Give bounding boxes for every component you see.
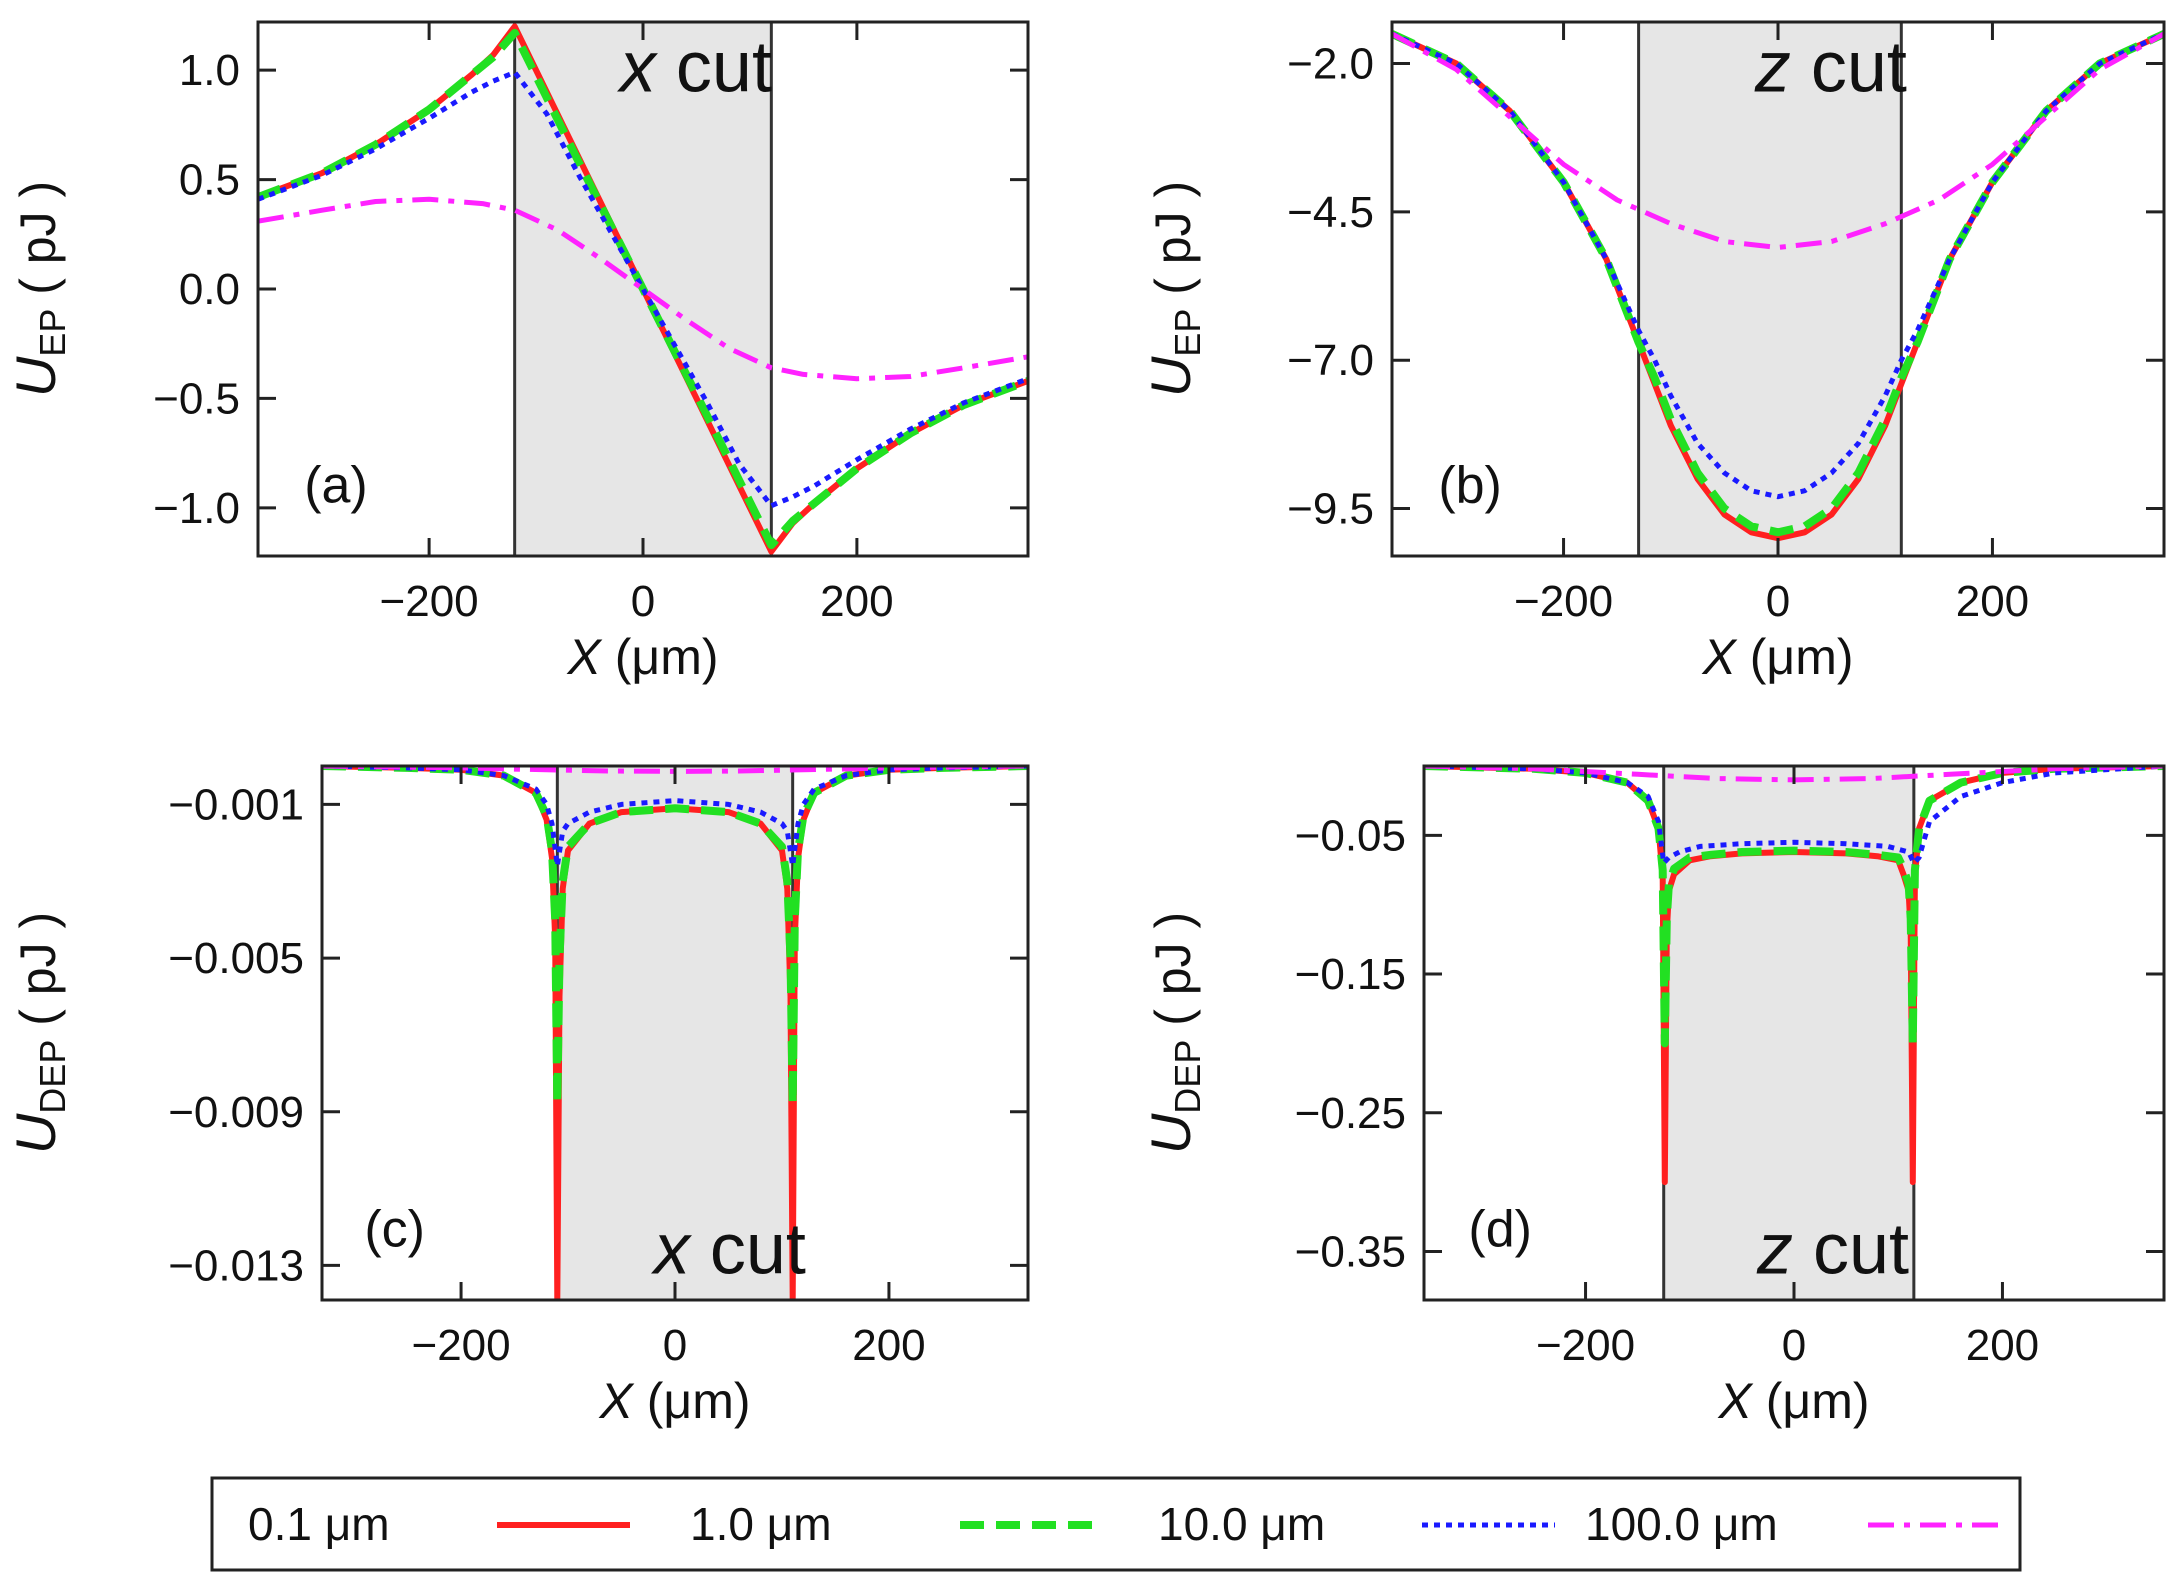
series-line-2: [322, 766, 1028, 869]
x-tick-label: 200: [852, 1321, 925, 1370]
series-line-3: [258, 196, 1028, 382]
x-tick-label: 0: [631, 577, 655, 626]
x-tick-label: 200: [820, 577, 893, 626]
legend-label-2: 10.0 μm: [1158, 1498, 1325, 1550]
region-annotation: x cut: [651, 1209, 806, 1289]
panel-c-chart: −200 0 200 −0.001 −0.005 −0.009 −0.013 X (μm) UD…: [4, 764, 1030, 1429]
panel-b-chart: −200 0 200 −2.0 −4.5 −7.0 −9.5 X (μm) UEP ( pJ )…: [1139, 20, 2166, 685]
x-tick-label: 200: [1956, 577, 2029, 626]
x-tick-label: −200: [1514, 577, 1613, 626]
region-annotation: z cut: [1754, 27, 1907, 107]
y-axis-label: UDEP ( pJ ): [4, 912, 73, 1154]
legend-label-1: 1.0 μm: [690, 1498, 832, 1550]
y-tick-label: −0.013: [168, 1241, 304, 1290]
panel-d-chart: −200 0 200 −0.05 −0.15 −0.25 −0.35 X (μm) UDEP (…: [1139, 764, 2166, 1429]
series-line-2: [1392, 31, 2164, 500]
y-tick-label: −0.009: [168, 1088, 304, 1137]
panel-label: (d): [1468, 1201, 1532, 1259]
series-group: [258, 23, 1028, 555]
y-tick-label: 0.0: [179, 265, 240, 314]
y-tick-label: −4.5: [1287, 188, 1374, 237]
series-line-2: [1424, 766, 2164, 866]
x-tick-label: 0: [1766, 577, 1790, 626]
panel-label: (b): [1438, 457, 1502, 515]
x-axis-label: X (μm): [1701, 629, 1853, 685]
series-line-3: [1392, 31, 2164, 250]
y-tick-label: −2.0: [1287, 40, 1374, 89]
legend-label-0: 0.1 μm: [248, 1498, 390, 1550]
y-axis-label: UEP ( pJ ): [4, 181, 73, 397]
x-tick-label: 0: [1782, 1321, 1806, 1370]
legend: 0.1 μm 1.0 μm 10.0 μm 100.0 μm: [210, 1476, 2022, 1572]
x-tick-label: 0: [663, 1321, 687, 1370]
series-line-2: [258, 69, 1028, 509]
y-tick-label: −1.0: [153, 484, 240, 533]
panel-label: (c): [364, 1201, 425, 1259]
y-tick-label: −0.5: [153, 374, 240, 423]
y-axis-label: UDEP ( pJ ): [1139, 912, 1208, 1154]
y-tick-label: −0.001: [168, 780, 304, 829]
y-axis-label: UEP ( pJ ): [1139, 181, 1208, 397]
series-line-1: [258, 28, 1028, 550]
shaded-region: [557, 766, 793, 1300]
y-tick-label: −0.15: [1295, 950, 1406, 999]
y-tick-label: −0.005: [168, 934, 304, 983]
y-tick-label: −0.05: [1295, 811, 1406, 860]
y-tick-label: −0.25: [1295, 1089, 1406, 1138]
series-line-1: [322, 766, 1028, 1109]
x-tick-label: −200: [380, 577, 479, 626]
series-line-1: [1424, 766, 2164, 1048]
legend-label-3: 100.0 μm: [1585, 1498, 1778, 1550]
panel-a-chart: −200 0 200 1.0 0.5 0.0 −0.5 −1.0 X (μm) UEP ( pJ …: [4, 20, 1030, 685]
region-annotation: x cut: [617, 27, 772, 107]
y-tick-label: −7.0: [1287, 336, 1374, 385]
x-axis-label: X (μm): [1717, 1373, 1869, 1429]
x-tick-label: −200: [1536, 1321, 1635, 1370]
x-tick-label: −200: [412, 1321, 511, 1370]
y-tick-label: 0.5: [179, 156, 240, 205]
x-axis-label: X (μm): [566, 629, 718, 685]
region-annotation: z cut: [1756, 1209, 1909, 1289]
x-axis-label: X (μm): [598, 1373, 750, 1429]
y-tick-label: −9.5: [1287, 485, 1374, 534]
x-tick-label: 200: [1966, 1321, 2039, 1370]
y-tick-label: −0.35: [1295, 1227, 1406, 1276]
panel-label: (a): [304, 457, 368, 515]
y-tick-label: 1.0: [179, 46, 240, 95]
